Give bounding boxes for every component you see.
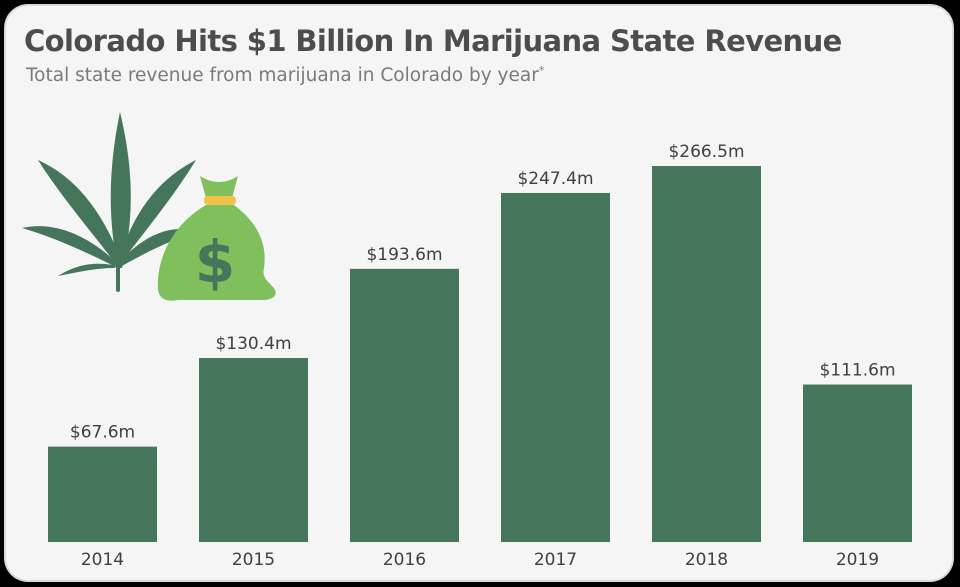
x-tick-2018: 2018 <box>685 550 728 570</box>
bar-2017 <box>501 192 610 542</box>
value-label-2019: $111.6m <box>819 361 895 381</box>
footnote-mark: * <box>538 64 545 77</box>
value-label-2018: $266.5m <box>668 142 744 162</box>
svg-text:$: $ <box>195 228 235 296</box>
cannabis-leaf-icon <box>22 112 198 292</box>
chart-subtitle: Total state revenue from marijuana in Co… <box>26 64 544 86</box>
value-label-2014: $67.6m <box>70 423 135 443</box>
x-tick-2016: 2016 <box>383 550 426 570</box>
value-label-2015: $130.4m <box>215 334 291 354</box>
money-bag-icon: $ <box>157 176 276 301</box>
bar-2018 <box>652 166 761 542</box>
value-label-2017: $247.4m <box>517 169 593 189</box>
bar-2014 <box>48 446 157 542</box>
bar-2019 <box>803 384 912 542</box>
x-tick-2019: 2019 <box>836 550 879 570</box>
x-tick-2015: 2015 <box>232 550 275 570</box>
value-labels-group: $67.6m $130.4m $193.6m $247.4m $266.5m $111.6… <box>70 142 896 443</box>
value-label-2016: $193.6m <box>366 245 442 265</box>
bars-group <box>48 166 912 542</box>
bar-2016 <box>350 268 459 542</box>
subtitle-text: Total state revenue from marijuana in Co… <box>26 65 539 87</box>
x-tick-2017: 2017 <box>534 550 577 570</box>
chart-title: Colorado Hits $1 Billion In Marijuana St… <box>24 24 842 58</box>
x-tick-2014: 2014 <box>81 550 124 570</box>
bar-2015 <box>199 358 308 542</box>
x-axis-tick-labels: 2014 2015 2016 2017 2018 2019 <box>81 550 879 570</box>
